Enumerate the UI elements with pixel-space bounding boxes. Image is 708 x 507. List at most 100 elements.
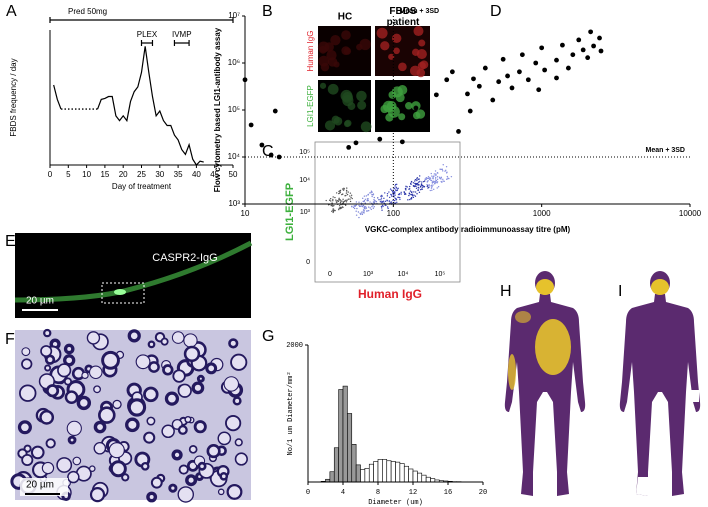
axon — [39, 409, 55, 425]
event-dot — [440, 168, 442, 171]
event-dot — [413, 194, 415, 196]
event-dot — [446, 171, 448, 173]
axon — [66, 420, 82, 436]
event-dot — [430, 187, 433, 189]
treatment-bracket — [49, 17, 234, 23]
event-dot — [356, 207, 358, 210]
data-point — [591, 43, 596, 49]
data-point — [542, 67, 548, 73]
signal — [114, 289, 126, 295]
event-dot — [332, 196, 334, 198]
event-dot — [328, 199, 331, 201]
data-point — [444, 77, 450, 83]
x-tick-label: 10⁴ — [398, 271, 409, 278]
x-tick-label: 0 — [328, 271, 332, 278]
event-dot — [426, 183, 428, 186]
event-dot — [345, 199, 347, 202]
event-dot — [419, 175, 421, 177]
event-dot — [388, 200, 391, 202]
axon — [125, 417, 140, 433]
cell — [360, 121, 372, 133]
panel-label: C — [262, 143, 274, 160]
axon — [86, 331, 101, 345]
event-dot — [365, 195, 368, 197]
event-dot — [428, 184, 430, 186]
event-dot — [415, 178, 418, 180]
event-dot — [357, 211, 360, 213]
cell — [343, 47, 352, 55]
event-dot — [421, 188, 423, 190]
axon — [30, 445, 45, 460]
event-dot — [405, 187, 407, 190]
data-point — [509, 85, 515, 91]
event-dot — [416, 179, 418, 182]
event-dot — [381, 201, 383, 204]
axon — [143, 386, 159, 403]
event-dot — [371, 195, 373, 198]
event-dot — [397, 193, 400, 196]
data-point — [399, 139, 405, 145]
histogram-bar — [417, 472, 423, 483]
axon — [162, 364, 174, 376]
cell — [344, 119, 352, 127]
x-tick-label: 10 — [241, 209, 250, 218]
data-point — [242, 77, 248, 83]
panel-label: H — [500, 283, 512, 300]
event-dot — [395, 183, 398, 186]
data-point — [588, 29, 594, 35]
event-dot — [420, 183, 423, 185]
data-point — [449, 69, 455, 75]
axon — [21, 454, 34, 467]
event-dot — [367, 199, 369, 201]
event-dot — [416, 177, 419, 179]
event-dot — [365, 207, 368, 209]
axon — [177, 425, 188, 435]
event-dot — [408, 185, 411, 188]
data-point — [565, 65, 571, 71]
cell — [398, 113, 406, 121]
axon — [19, 384, 37, 402]
event-dot — [369, 192, 371, 194]
axon — [172, 369, 186, 383]
event-dot — [381, 204, 384, 207]
axon — [127, 329, 141, 343]
data-point — [268, 152, 274, 158]
event-dot — [393, 199, 396, 202]
cell — [391, 33, 402, 44]
event-dot — [418, 178, 420, 180]
data-point — [585, 55, 591, 61]
axon — [64, 390, 79, 404]
y-tick-label: 10⁷ — [228, 11, 240, 20]
axon — [146, 491, 158, 503]
cell — [388, 90, 397, 99]
x-tick-label: 10000 — [679, 209, 702, 218]
event-dot — [375, 200, 378, 203]
event-dot — [331, 202, 333, 204]
event-dot — [373, 202, 376, 204]
event-dot — [405, 189, 407, 191]
event-dot — [443, 180, 445, 183]
cell — [356, 90, 367, 102]
event-dot — [416, 193, 418, 195]
event-dot — [391, 195, 393, 197]
axon — [168, 483, 178, 493]
axon — [140, 461, 150, 471]
axon — [45, 384, 60, 398]
event-dot — [383, 197, 385, 200]
cell — [319, 82, 327, 89]
data-point — [377, 136, 383, 142]
event-dot — [367, 210, 370, 212]
event-dot — [429, 189, 431, 192]
image-layer — [10, 26, 701, 503]
event-dot — [417, 181, 420, 183]
axon — [121, 473, 130, 482]
event-dot — [419, 188, 422, 191]
annotation: IVMP — [172, 30, 192, 39]
cell — [412, 48, 420, 57]
event-dot — [359, 212, 361, 215]
event-dot — [436, 176, 439, 178]
axon — [185, 474, 198, 487]
axon — [183, 345, 201, 363]
event-dot — [325, 199, 327, 202]
cell — [347, 102, 356, 111]
